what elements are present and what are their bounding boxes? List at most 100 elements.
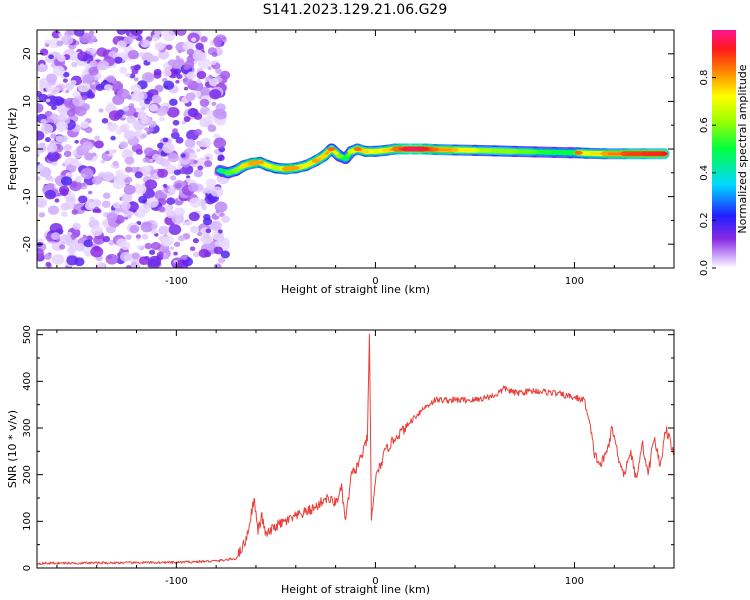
noise-blob xyxy=(70,79,77,86)
noise-blob xyxy=(85,201,96,211)
spectrogram-y-label: Frequency (Hz) xyxy=(6,108,19,191)
noise-blob xyxy=(72,91,79,98)
noise-blob xyxy=(170,131,180,140)
noise-blob xyxy=(214,108,227,120)
noise-blob xyxy=(144,242,153,250)
noise-blob xyxy=(66,255,79,266)
noise-blob xyxy=(91,175,103,185)
noise-blob xyxy=(133,64,141,71)
noise-blob xyxy=(167,59,177,67)
noise-blob xyxy=(37,130,45,141)
noise-blob xyxy=(185,92,196,101)
noise-blob xyxy=(188,211,200,222)
x-tick-label: 0 xyxy=(372,576,378,587)
colorbar-label: Normalized spectral amplitude xyxy=(736,64,749,233)
noise-blob xyxy=(201,205,208,211)
noise-blob xyxy=(175,55,180,60)
noise-blob xyxy=(51,30,61,39)
noise-blob xyxy=(37,153,40,157)
noise-blob xyxy=(119,251,132,262)
noise-blob xyxy=(141,133,147,139)
noise-blob xyxy=(126,115,136,124)
noise-blob xyxy=(72,222,81,230)
noise-blob xyxy=(55,121,68,132)
signal-track-point xyxy=(271,166,280,171)
noise-blob xyxy=(40,142,46,147)
noise-blob xyxy=(221,215,230,224)
noise-blob xyxy=(152,36,158,42)
signal-track-point xyxy=(490,148,499,153)
noise-blob xyxy=(157,168,169,179)
noise-blob xyxy=(192,50,206,62)
noise-blob xyxy=(129,225,140,234)
noise-blob xyxy=(74,106,87,117)
y-tick-label: -20 xyxy=(22,236,33,252)
noise-blob xyxy=(60,202,70,211)
noise-blob xyxy=(176,73,183,80)
noise-blob xyxy=(205,76,211,82)
noise-blob xyxy=(153,71,162,79)
signal-track-point xyxy=(574,150,583,155)
noise-blob xyxy=(204,160,213,168)
noise-blob xyxy=(151,94,162,103)
noise-blob xyxy=(37,200,41,206)
noise-blob xyxy=(130,166,138,173)
noise-blob xyxy=(98,108,104,113)
noise-blob xyxy=(170,175,177,181)
noise-blob xyxy=(103,79,108,84)
noise-blob xyxy=(81,141,94,151)
noise-blob xyxy=(156,107,167,117)
spectrogram-x-label: Height of straight line (km) xyxy=(281,283,430,296)
noise-blob xyxy=(199,98,210,107)
signal-track-point xyxy=(291,166,300,171)
noise-blob xyxy=(83,239,93,248)
noise-blob xyxy=(174,207,185,217)
noise-blob xyxy=(69,54,77,61)
noise-blob xyxy=(193,159,198,165)
noise-blob xyxy=(215,68,222,75)
noise-blob xyxy=(100,160,105,164)
noise-blob xyxy=(124,178,130,184)
noise-blob xyxy=(44,253,52,260)
noise-blob xyxy=(45,43,50,47)
noise-blob xyxy=(133,77,139,82)
noise-blob xyxy=(37,163,45,171)
y-tick-label: 10 xyxy=(22,95,33,108)
signal-track-point xyxy=(510,149,519,154)
noise-blob xyxy=(162,142,175,154)
noise-blob xyxy=(180,153,186,158)
noise-blob xyxy=(202,217,213,226)
noise-blob xyxy=(44,137,51,143)
noise-blob xyxy=(208,77,220,87)
noise-blob xyxy=(139,41,144,45)
noise-blob xyxy=(158,225,170,235)
noise-blob xyxy=(113,56,123,64)
noise-blob xyxy=(172,119,180,126)
noise-blob xyxy=(162,30,176,42)
noise-blob xyxy=(124,156,135,165)
noise-blob xyxy=(141,106,146,111)
signal-track-point xyxy=(530,149,539,154)
noise-blob xyxy=(197,140,206,148)
signal-track-point xyxy=(550,150,559,155)
y-tick-label: 0 xyxy=(22,146,33,152)
noise-blob xyxy=(37,176,41,181)
noise-blob xyxy=(45,95,59,107)
noise-blob xyxy=(134,211,139,216)
noise-blob xyxy=(54,198,60,203)
noise-blob xyxy=(51,161,58,167)
noise-blob xyxy=(39,63,45,68)
signal-track-point xyxy=(255,160,264,165)
noise-blob xyxy=(37,247,44,259)
noise-blob xyxy=(125,265,132,268)
noise-blob xyxy=(186,48,195,56)
noise-blob xyxy=(162,183,168,188)
y-tick-label: 300 xyxy=(22,418,33,437)
noise-blob xyxy=(191,37,197,42)
y-tick-label: 500 xyxy=(22,325,33,344)
signal-track-point xyxy=(640,151,649,156)
signal-track-point xyxy=(341,156,350,161)
noise-blob xyxy=(90,246,104,258)
signal-track-point xyxy=(381,148,390,153)
noise-blob xyxy=(122,105,130,112)
